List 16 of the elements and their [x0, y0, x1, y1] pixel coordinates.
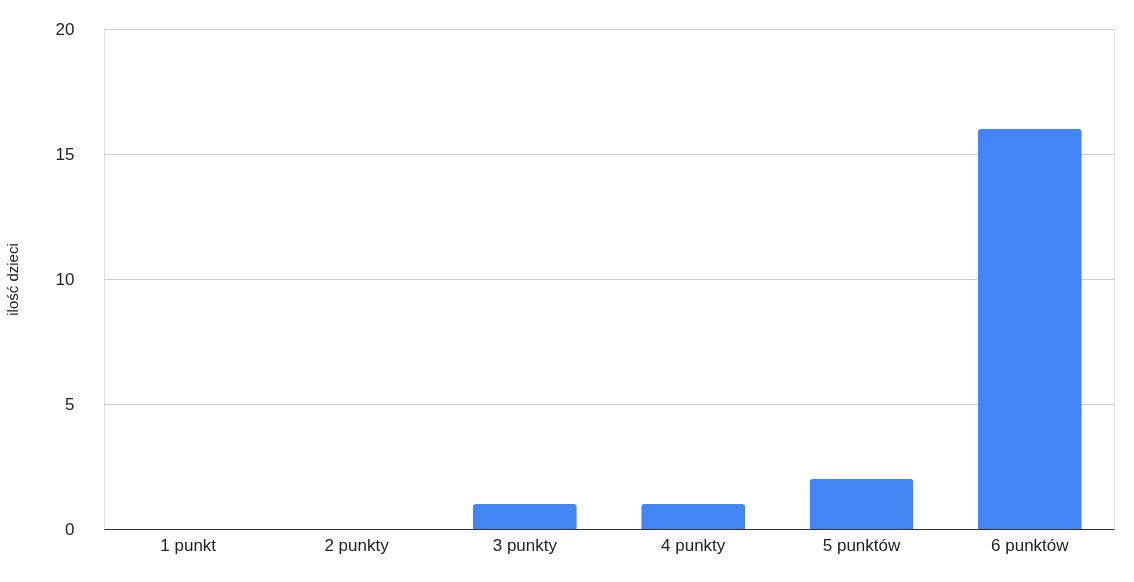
bar	[977, 129, 1082, 529]
bar	[641, 504, 746, 529]
x-tick-label: 4 punkty	[661, 535, 726, 555]
x-tick-label: 3 punkty	[492, 535, 558, 555]
y-tick-label: 15	[55, 144, 75, 164]
x-tick-label: 6 punktów	[991, 535, 1070, 555]
bar	[472, 504, 577, 529]
y-tick-label: 10	[55, 269, 75, 289]
y-tick-label: 0	[65, 519, 75, 539]
y-tick-label: 5	[65, 394, 75, 414]
x-tick-label: 2 punkty	[324, 535, 390, 555]
y-axis-title: ilość dzieci	[3, 243, 21, 316]
x-tick-label: 1 punkt	[160, 535, 217, 555]
y-tick-label: 20	[55, 19, 75, 39]
bar	[809, 479, 914, 529]
x-tick-label: 5 punktów	[822, 535, 901, 555]
